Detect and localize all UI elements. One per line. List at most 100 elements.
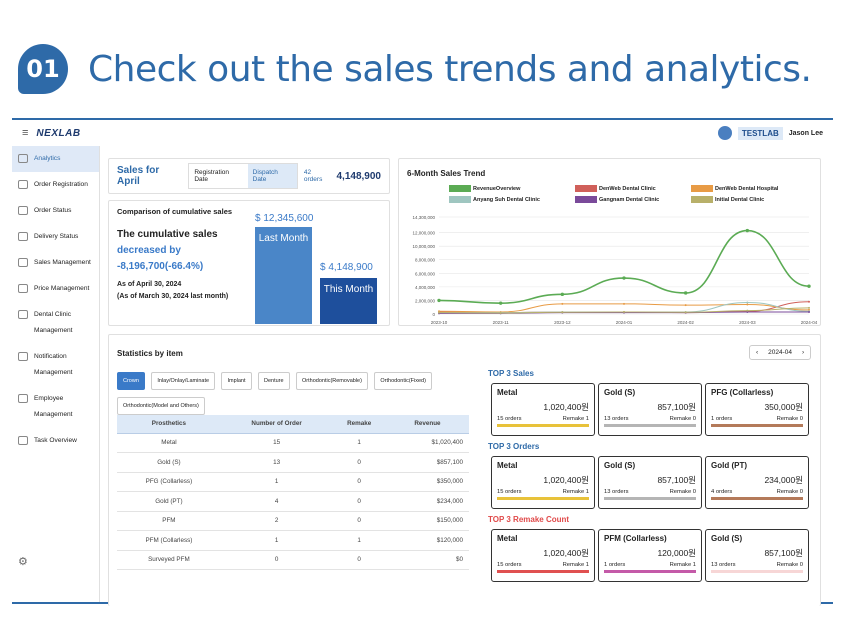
logo[interactable]: NEXLAB xyxy=(36,127,81,139)
this-month-label: This Month xyxy=(323,283,374,295)
sidebar-item-task-overview[interactable]: Task Overview xyxy=(12,428,99,454)
table-cell: 0 xyxy=(332,472,386,492)
data-point[interactable] xyxy=(745,228,750,233)
sidebar-item-dental-clinic[interactable]: Dental Clinic Management xyxy=(12,302,99,344)
legend-swatch xyxy=(691,185,713,192)
legend-item[interactable]: Gangnam Dental Clinic xyxy=(575,196,659,203)
data-point[interactable] xyxy=(623,310,625,313)
table-cell: $234,000 xyxy=(385,491,469,512)
sidebar-item-order-registration[interactable]: Order Registration xyxy=(12,172,99,198)
sidebar-item-label: Price Management xyxy=(34,285,90,292)
org-badge[interactable]: TESTLAB xyxy=(737,126,783,140)
table-cell: 0 xyxy=(332,452,386,473)
table-row[interactable]: PFM (Collarless) 1 1 $120,000 xyxy=(117,530,469,551)
table-row[interactable]: Gold (PT) 4 0 $234,000 xyxy=(117,491,469,512)
y-tick-label: 12,000,000 xyxy=(412,231,435,236)
month-selector[interactable]: ‹ 2024-04 › xyxy=(749,345,812,360)
data-point[interactable] xyxy=(684,311,687,314)
col-remake[interactable]: Remake xyxy=(332,415,386,434)
data-point[interactable] xyxy=(683,291,688,295)
sidebar-item-label: Task Overview xyxy=(34,437,77,444)
table-row[interactable]: Metal 15 1 $1,020,400 xyxy=(117,433,469,453)
data-point[interactable] xyxy=(623,302,625,305)
data-point[interactable] xyxy=(808,306,810,309)
top-orders-card[interactable]: Gold (S) 857,100원 13 orders Remake 0 xyxy=(598,456,702,509)
chip-ortho-fixed[interactable]: Orthodontic(Fixed) xyxy=(374,372,432,390)
legend-item[interactable]: DenWeb Dental Hospital xyxy=(691,185,778,192)
chevron-right-icon[interactable]: › xyxy=(802,349,805,356)
top-remake-card[interactable]: Metal 1,020,400원 15 orders Remake 1 xyxy=(491,529,595,582)
data-point[interactable] xyxy=(746,303,749,306)
chip-implant[interactable]: Implant xyxy=(221,372,252,390)
sidebar-item-label: Analytics xyxy=(34,155,61,162)
sales-amount: 4,148,900 xyxy=(336,170,382,182)
table-cell: $350,000 xyxy=(385,472,469,492)
data-point[interactable] xyxy=(499,311,502,314)
x-tick-label: 2024-02 xyxy=(677,320,694,325)
card-color-bar xyxy=(497,570,589,573)
data-point[interactable] xyxy=(808,300,810,303)
registration-date-tab[interactable]: Registration Date xyxy=(194,169,229,183)
sidebar-item-delivery-status[interactable]: Delivery Status xyxy=(12,224,99,250)
card-color-bar xyxy=(497,424,589,427)
data-point[interactable] xyxy=(808,310,810,313)
sidebar-item-employee[interactable]: Employee Management xyxy=(12,386,99,428)
x-tick-label: 2024-03 xyxy=(739,320,756,325)
sidebar-item-order-status[interactable]: Order Status xyxy=(12,198,99,224)
sidebar-item-sales-management[interactable]: Sales Management xyxy=(12,250,99,276)
table-cell: 13 xyxy=(220,452,333,473)
legend-item[interactable]: Anyang Suh Dental Clinic xyxy=(449,196,540,203)
table-row[interactable]: PFM 2 0 $150,000 xyxy=(117,511,469,531)
chip-ortho-model[interactable]: Orthodontic(Model and Others) xyxy=(117,397,205,415)
table-row[interactable]: PFG (Collarless) 1 0 $350,000 xyxy=(117,472,469,492)
menu-icon[interactable]: ≡ xyxy=(22,127,29,139)
table-row[interactable]: Gold (S) 13 0 $857,100 xyxy=(117,452,469,473)
top-orders-card[interactable]: Gold (PT) 234,000원 4 orders Remake 0 xyxy=(705,456,809,509)
data-point[interactable] xyxy=(746,309,749,312)
card-orders: 15 orders xyxy=(497,489,522,495)
sidebar-item-price-management[interactable]: Price Management xyxy=(12,276,99,302)
sidebar-item-notification[interactable]: Notification Management xyxy=(12,344,99,386)
y-tick-label: 6,000,000 xyxy=(415,271,436,276)
data-point[interactable] xyxy=(438,311,440,314)
top-sales-card[interactable]: Gold (S) 857,100원 13 orders Remake 0 xyxy=(598,383,702,436)
data-point[interactable] xyxy=(561,302,564,305)
top-orders-card[interactable]: Metal 1,020,400원 15 orders Remake 1 xyxy=(491,456,595,509)
card-name: Gold (S) xyxy=(604,388,636,397)
trend-chart: 14,300,000 12,000,000 10,000,000 8,000,000 6… xyxy=(412,215,817,325)
dispatch-date-tab[interactable]: Dispatch Date xyxy=(247,164,297,188)
col-orders[interactable]: Number of Order xyxy=(220,415,333,434)
col-revenue[interactable]: Revenue xyxy=(385,415,469,434)
legend-item[interactable]: Initial Dental Clinic xyxy=(691,196,764,203)
data-point[interactable] xyxy=(498,301,503,305)
sidebar-item-analytics[interactable]: Analytics xyxy=(12,146,99,172)
data-point[interactable] xyxy=(560,292,565,297)
data-point[interactable] xyxy=(561,311,564,314)
user-icon[interactable] xyxy=(717,126,732,140)
user-name[interactable]: Jason Lee xyxy=(788,129,823,137)
top-sales-card[interactable]: PFG (Collarless) 350,000원 1 orders Remake… xyxy=(705,383,809,436)
legend-label: Anyang Suh Dental Clinic xyxy=(473,196,540,203)
chip-ortho-removable[interactable]: Orthodontic(Removable) xyxy=(296,372,368,390)
top-remake-card[interactable]: Gold (S) 857,100원 13 orders Remake 0 xyxy=(705,529,809,582)
legend-item[interactable]: RevenueOverview xyxy=(449,185,520,192)
chip-inlay[interactable]: Inlay/Onlay/Laminate xyxy=(151,372,216,390)
legend-item[interactable]: DenWeb Dental Clinic xyxy=(575,185,656,192)
y-tick-label: 14,300,000 xyxy=(412,215,435,220)
data-point[interactable] xyxy=(437,298,441,303)
top-sales-card[interactable]: Metal 1,020,400원 15 orders Remake 1 xyxy=(491,383,595,436)
table-row[interactable]: Surveyed PFM 0 0 $0 xyxy=(117,550,469,570)
chevron-left-icon[interactable]: ‹ xyxy=(756,349,759,356)
data-point[interactable] xyxy=(684,304,687,307)
chip-crown[interactable]: Crown xyxy=(117,372,145,390)
comparison-delta: -8,196,700(-66.4%) xyxy=(117,261,204,272)
data-point[interactable] xyxy=(746,301,749,304)
col-prosthetics[interactable]: Prosthetics xyxy=(117,415,221,434)
data-point[interactable] xyxy=(807,284,811,288)
top-remake-card[interactable]: PFM (Collarless) 120,000원 1 orders Remake… xyxy=(598,529,702,582)
sales-title: Sales for April xyxy=(117,165,160,187)
data-point[interactable] xyxy=(622,276,626,280)
sidebar-item-label: Dental Clinic Management xyxy=(34,311,73,334)
chip-denture[interactable]: Denture xyxy=(257,372,290,390)
gear-icon[interactable]: ⚙ xyxy=(18,556,28,568)
